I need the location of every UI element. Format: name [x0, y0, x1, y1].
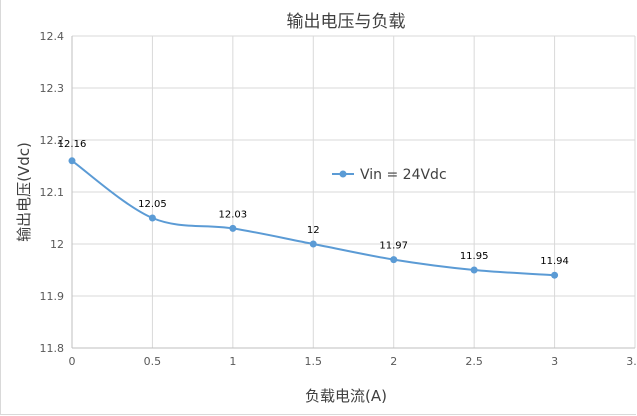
y-axis-title: 输出电压(Vdc): [15, 142, 33, 242]
legend-label: Vin = 24Vdc: [360, 167, 447, 183]
y-tick-label: 12: [50, 238, 64, 251]
y-tick-label: 12.1: [40, 186, 65, 199]
data-point: [309, 240, 317, 248]
x-tick-label: 2.5: [465, 355, 483, 368]
y-tick-labels: 11.8 11.9 12 12.1 12.2 12.3 12.4: [40, 30, 65, 355]
legend-marker: [339, 170, 347, 178]
x-tick-label: 0.5: [144, 355, 162, 368]
x-tick-label: 3.5: [626, 355, 637, 368]
data-label: 11.95: [460, 251, 489, 262]
grid-lines: [71, 35, 636, 349]
data-label: 12.16: [58, 139, 87, 150]
series-group: [68, 157, 559, 279]
data-label: 12.05: [138, 199, 167, 210]
data-point: [470, 266, 478, 274]
data-point: [68, 157, 76, 165]
data-labels: 12.16 12.05 12.03 12 11.97 11.95 11.94: [58, 139, 569, 267]
data-label: 11.94: [540, 256, 569, 267]
y-tick-label: 11.9: [40, 290, 65, 303]
y-tick-label: 12.4: [40, 30, 65, 43]
y-tick-label: 11.8: [40, 342, 65, 355]
x-tick-label: 1: [229, 355, 236, 368]
x-tick-label: 1.5: [305, 355, 323, 368]
legend: Vin = 24Vdc: [332, 167, 447, 183]
data-label: 12.03: [219, 209, 248, 220]
data-label: 11.97: [379, 241, 408, 252]
data-point: [229, 224, 237, 232]
x-tick-label: 2: [390, 355, 397, 368]
x-tick-labels: 0 0.5 1 1.5 2 2.5 3 3.5: [69, 355, 637, 368]
x-axis-title: 负载电流(A): [305, 387, 387, 405]
data-label: 12: [307, 225, 320, 236]
axes: [71, 36, 635, 349]
data-point: [390, 256, 398, 264]
y-tick-label: 12.3: [40, 82, 65, 95]
x-tick-label: 0: [69, 355, 76, 368]
y-tick-label: 12.2: [40, 134, 65, 147]
chart-title: 输出电压与负载: [287, 12, 406, 32]
x-tick-label: 3: [551, 355, 558, 368]
data-point: [148, 214, 156, 222]
data-point: [551, 271, 559, 279]
